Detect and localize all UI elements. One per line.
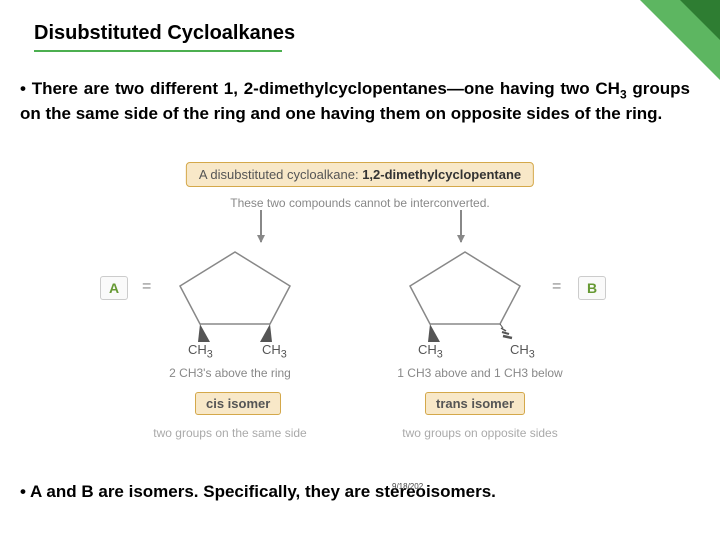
pentagon-right <box>400 246 530 346</box>
isomer-right: trans isomer <box>425 392 525 415</box>
diagram-banner: A disubstituted cycloalkane: 1,2-dimethy… <box>186 162 534 187</box>
side-desc-right: two groups on opposite sides <box>370 426 590 440</box>
ring-desc-left: 2 CH3's above the ring <box>130 366 330 380</box>
ch3-right-a: CH3 <box>418 342 443 361</box>
title-underline <box>34 50 282 52</box>
slide-title: Disubstituted Cycloalkanes <box>34 22 295 45</box>
ch3-left-b: CH3 <box>262 342 287 361</box>
ch3-right-b: CH3 <box>510 342 535 361</box>
ch3-left-a: CH3 <box>188 342 213 361</box>
diagram-area: A disubstituted cycloalkane: 1,2-dimethy… <box>70 156 650 456</box>
isomer-left: cis isomer <box>195 392 281 415</box>
sub-banner: These two compounds cannot be interconve… <box>230 196 490 210</box>
label-a: A <box>100 276 128 300</box>
arrow-left <box>260 210 262 242</box>
equals-right: = <box>552 278 561 296</box>
equals-left: = <box>142 278 151 296</box>
ring-desc-right: 1 CH3 above and 1 CH3 below <box>370 366 590 380</box>
bullet-2: • A and B are isomers. Specifically, the… <box>20 482 690 502</box>
pentagon-left <box>170 246 300 346</box>
corner-accent-dark <box>680 0 720 40</box>
label-b: B <box>578 276 606 300</box>
side-desc-left: two groups on the same side <box>120 426 340 440</box>
arrow-right <box>460 210 462 242</box>
banner-prefix: A disubstituted cycloalkane: <box>199 167 362 182</box>
date-overlay: 9/18/202 <box>392 482 423 491</box>
bullet-1: • There are two different 1, 2-dimethylc… <box>20 78 690 126</box>
banner-bold: 1,2-dimethylcyclopentane <box>362 167 521 182</box>
